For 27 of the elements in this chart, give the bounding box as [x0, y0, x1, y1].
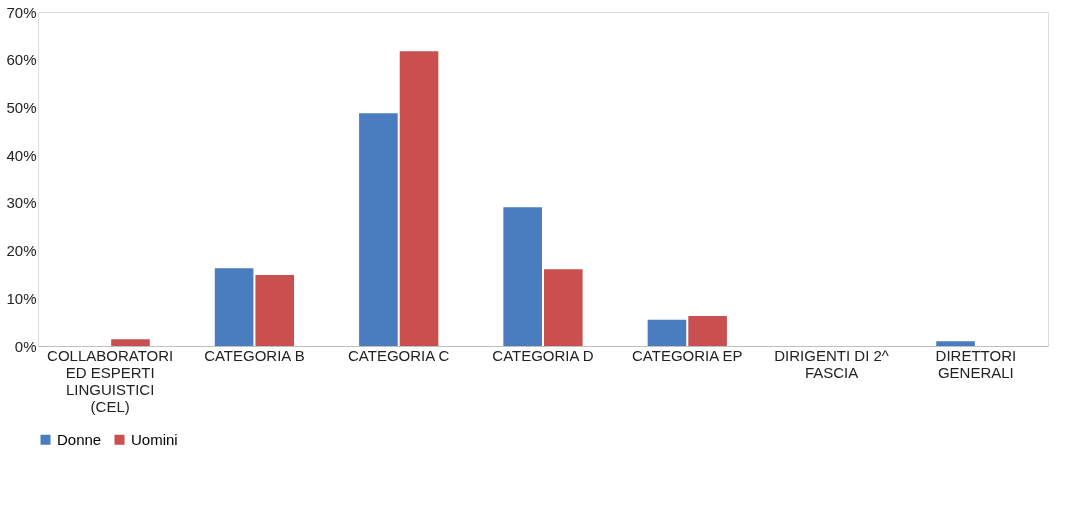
x-tick-label: DIRETTORI GENERALI [935, 346, 1017, 381]
bar [688, 315, 727, 346]
legend-label: Donne [57, 430, 102, 448]
bar [399, 51, 439, 346]
bar [936, 341, 975, 346]
bar [214, 268, 254, 346]
bar [544, 269, 583, 346]
bar [359, 113, 398, 346]
y-tick-label: 70% [6, 3, 37, 21]
x-tick-label: CATEGORIA B [204, 346, 305, 364]
x-tick-label: CATEGORIA C [348, 346, 450, 364]
x-tick-label: CATEGORIA EP [631, 346, 743, 364]
x-tick-label: CATEGORIA D [492, 346, 594, 364]
legend-label: Uomini [131, 430, 178, 448]
bar [503, 207, 542, 346]
y-tick-label: 40% [6, 146, 37, 164]
bar [647, 319, 687, 346]
bar [111, 339, 150, 346]
x-tick-label: COLLABORATORI ED ESPERTI LINGUISTICI (CEL) [47, 346, 174, 415]
y-tick-label: 0% [14, 337, 37, 355]
bar [255, 274, 295, 346]
y-tick-label: 30% [6, 194, 37, 212]
y-tick-label: 50% [6, 98, 37, 116]
y-tick-label: 60% [6, 51, 37, 69]
x-tick-label: DIRIGENTI DI 2^ FASCIA [774, 346, 889, 381]
y-tick-label: 20% [6, 242, 37, 260]
y-tick-label: 10% [6, 289, 37, 307]
